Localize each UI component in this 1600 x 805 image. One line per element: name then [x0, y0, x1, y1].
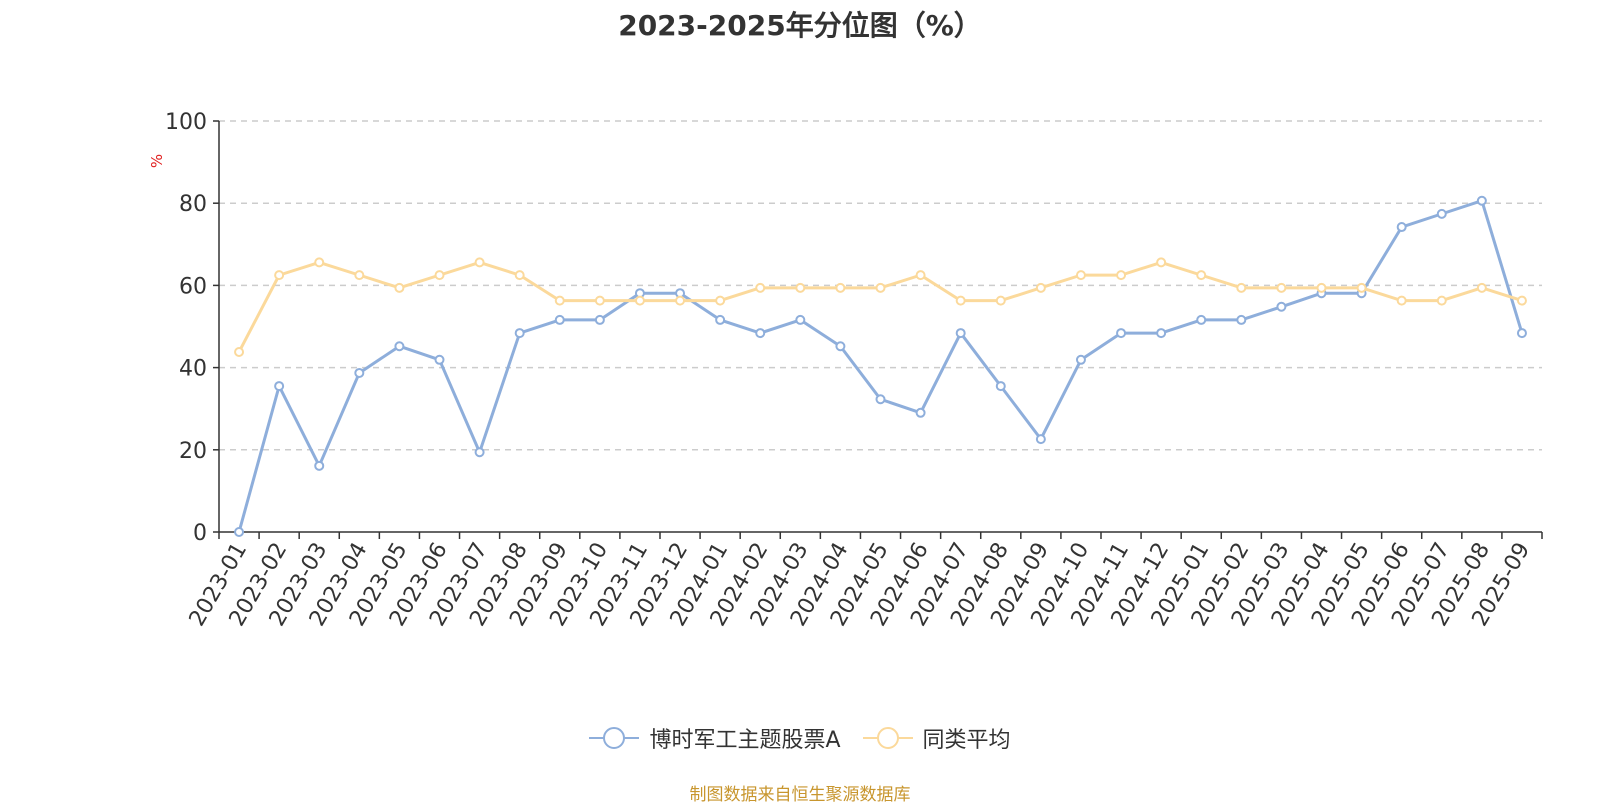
- y-axis: 0 20 40 60 80 100: [165, 110, 220, 546]
- data-point-1-2024-02[interactable]: [755, 282, 766, 293]
- data-point-0-2023-02[interactable]: [274, 381, 285, 392]
- data-point-0-2023-08[interactable]: [514, 328, 525, 339]
- data-point-1-2023-09[interactable]: [554, 295, 565, 306]
- data-point-1-2024-06[interactable]: [915, 270, 926, 281]
- data-point-1-2025-08[interactable]: [1476, 282, 1487, 293]
- data-point-1-2023-11[interactable]: [634, 295, 645, 306]
- data-point-0-2024-03[interactable]: [795, 314, 806, 325]
- data-point-0-2025-02[interactable]: [1236, 314, 1247, 325]
- data-point-1-2023-04[interactable]: [354, 270, 365, 281]
- data-point-1-2025-01[interactable]: [1196, 270, 1207, 281]
- data-point-0-2024-02[interactable]: [755, 328, 766, 339]
- data-point-1-2024-01[interactable]: [715, 295, 726, 306]
- series-line-0: [237, 199, 1524, 533]
- data-point-1-2023-02[interactable]: [274, 270, 285, 281]
- data-point-1-2023-06[interactable]: [434, 270, 445, 281]
- data-point-1-2024-07[interactable]: [955, 295, 966, 306]
- y-tick-label-20: 20: [179, 439, 207, 464]
- legend-marker-series-0: [589, 727, 640, 749]
- data-point-0-2024-05[interactable]: [875, 394, 886, 405]
- data-point-0-2024-10[interactable]: [1075, 354, 1086, 365]
- data-point-1-2024-08[interactable]: [995, 295, 1006, 306]
- data-point-0-2023-06[interactable]: [434, 354, 445, 365]
- data-point-0-2023-10[interactable]: [594, 314, 605, 325]
- data-point-1-2024-09[interactable]: [1035, 282, 1046, 293]
- data-point-1-2023-08[interactable]: [514, 270, 525, 281]
- data-point-0-2024-07[interactable]: [955, 328, 966, 339]
- data-point-0-2025-03[interactable]: [1276, 301, 1287, 312]
- data-point-1-2023-07[interactable]: [474, 257, 485, 268]
- y-tick-label-60: 60: [179, 274, 207, 299]
- data-point-0-2023-04[interactable]: [354, 367, 365, 378]
- data-point-1-2025-02[interactable]: [1236, 282, 1247, 293]
- legend-label-series-1: 同类平均: [922, 728, 1011, 753]
- data-point-0-2024-11[interactable]: [1116, 328, 1127, 339]
- data-point-1-2024-12[interactable]: [1156, 257, 1167, 268]
- data-point-0-2025-09[interactable]: [1516, 328, 1527, 339]
- data-point-1-2023-03[interactable]: [314, 257, 325, 268]
- legend-marker-series-1: [862, 727, 913, 749]
- data-point-1-2024-04[interactable]: [835, 282, 846, 293]
- data-point-1-2023-05[interactable]: [394, 282, 405, 293]
- data-point-1-2025-06[interactable]: [1396, 295, 1407, 306]
- data-point-1-2024-11[interactable]: [1116, 270, 1127, 281]
- y-tick-label-40: 40: [179, 357, 207, 382]
- data-point-0-2024-04[interactable]: [835, 341, 846, 352]
- series-line-1: [237, 260, 1523, 353]
- x-axis: 2023-012023-022023-032023-042023-052023-…: [185, 531, 1543, 631]
- data-point-0-2024-01[interactable]: [715, 314, 726, 325]
- legend: 博时军工主题股票A 同类平均: [0, 722, 1600, 754]
- data-point-1-2025-05[interactable]: [1356, 282, 1367, 293]
- data-point-1-2023-12[interactable]: [675, 295, 686, 306]
- data-point-0-2025-08[interactable]: [1476, 195, 1487, 206]
- data-point-0-2024-12[interactable]: [1156, 328, 1167, 339]
- legend-item-series-1[interactable]: 同类平均: [862, 722, 1011, 754]
- data-point-0-2023-05[interactable]: [394, 341, 405, 352]
- y-tick-label-0: 0: [193, 521, 207, 546]
- data-point-0-2023-03[interactable]: [314, 460, 325, 471]
- data-point-1-2023-10[interactable]: [594, 295, 605, 306]
- data-point-0-2025-01[interactable]: [1196, 314, 1207, 325]
- data-point-0-2025-06[interactable]: [1396, 222, 1407, 233]
- data-point-1-2025-09[interactable]: [1516, 295, 1527, 306]
- chart-title: 2023-2025年分位图（%）: [618, 9, 982, 42]
- data-point-1-2025-03[interactable]: [1276, 282, 1287, 293]
- data-point-0-2023-01[interactable]: [234, 527, 245, 537]
- series-group: [234, 195, 1527, 537]
- data-point-0-2024-06[interactable]: [915, 407, 926, 418]
- data-source-note: 制图数据来自恒生聚源数据库: [689, 785, 911, 805]
- data-point-0-2025-07[interactable]: [1436, 208, 1447, 219]
- data-point-1-2024-03[interactable]: [795, 282, 806, 293]
- data-point-0-2024-09[interactable]: [1035, 434, 1046, 445]
- y-axis-label: %: [148, 154, 166, 168]
- legend-item-series-0[interactable]: 博时军工主题股票A: [589, 722, 841, 754]
- data-point-1-2024-10[interactable]: [1075, 270, 1086, 281]
- data-point-1-2023-01[interactable]: [234, 346, 245, 357]
- data-point-1-2024-05[interactable]: [875, 282, 886, 293]
- data-point-1-2025-04[interactable]: [1316, 282, 1327, 293]
- data-point-0-2023-07[interactable]: [474, 447, 485, 458]
- data-point-1-2025-07[interactable]: [1436, 295, 1447, 306]
- legend-label-series-0: 博时军工主题股票A: [649, 728, 841, 753]
- data-point-0-2023-09[interactable]: [554, 314, 565, 325]
- y-tick-label-100: 100: [165, 110, 207, 135]
- data-point-0-2024-08[interactable]: [995, 381, 1006, 392]
- y-tick-label-80: 80: [179, 192, 207, 217]
